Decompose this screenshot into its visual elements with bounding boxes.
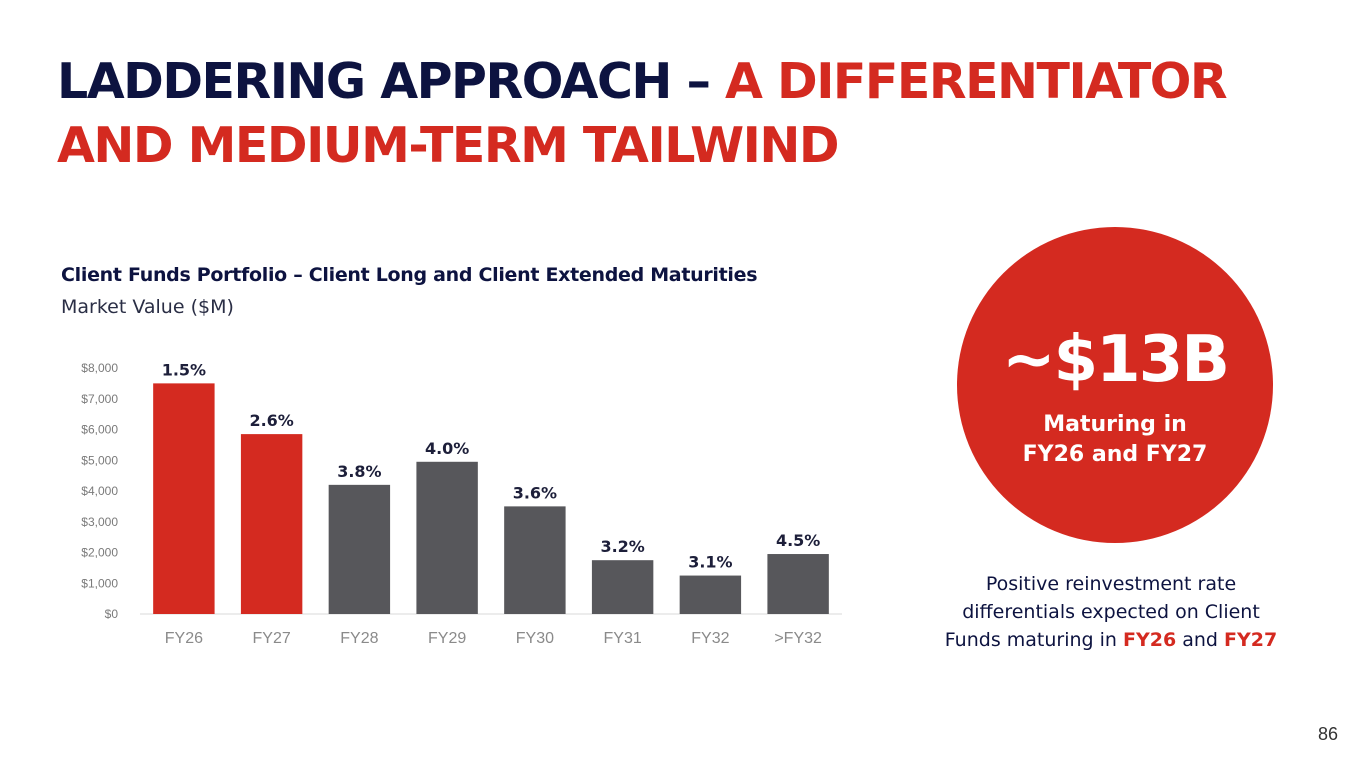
y-tick-label: $1,000 <box>81 576 118 590</box>
x-tick-label: FY28 <box>340 630 378 647</box>
x-tick-label: FY29 <box>428 630 466 647</box>
y-tick-label: $4,000 <box>81 484 118 498</box>
bar <box>328 484 391 614</box>
title-dark-part: LADDERING APPROACH – <box>57 53 726 110</box>
bar <box>504 506 566 614</box>
data-label: 3.8% <box>337 462 381 481</box>
y-tick-label: $8,000 <box>81 361 118 375</box>
maturity-callout-circle: ~$13B Maturing in FY26 and FY27 <box>957 227 1273 543</box>
callout-caption: Maturing in FY26 and FY27 <box>957 410 1273 470</box>
slide-title: LADDERING APPROACH – A DIFFERENTIATOR AN… <box>57 50 1228 178</box>
x-tick-label: FY32 <box>691 630 729 647</box>
bar <box>591 560 654 614</box>
y-tick-label: $0 <box>105 607 119 621</box>
note-text-2: and <box>1176 629 1225 651</box>
reinvestment-note: Positive reinvestment rate differentials… <box>935 570 1287 654</box>
data-label: 2.6% <box>249 411 293 430</box>
x-tick-label: FY30 <box>516 630 554 647</box>
callout-amount: ~$13B <box>1002 323 1230 397</box>
note-highlight-fy27: FY27 <box>1224 629 1278 651</box>
bar <box>767 554 829 614</box>
bar <box>240 434 303 614</box>
note-text-1: Positive reinvestment rate differentials… <box>944 573 1260 651</box>
x-tick-label: FY31 <box>604 630 642 647</box>
data-label: 4.5% <box>776 531 820 550</box>
bar <box>153 383 215 614</box>
x-tick-label: FY26 <box>165 630 203 647</box>
x-tick-label: FY27 <box>253 630 291 647</box>
y-tick-label: $5,000 <box>81 453 118 467</box>
chart-subtitle: Market Value ($M) <box>61 296 234 318</box>
bar <box>679 575 742 614</box>
data-label: 1.5% <box>162 360 206 379</box>
page-number: 86 <box>1318 724 1339 744</box>
y-tick-label: $2,000 <box>81 546 118 560</box>
callout-line-2: FY26 and FY27 <box>1022 442 1208 467</box>
x-tick-label: >FY32 <box>774 630 822 647</box>
y-tick-label: $3,000 <box>81 515 118 529</box>
title-red-part-2: AND MEDIUM-TERM TAILWIND <box>57 117 840 174</box>
chart-title: Client Funds Portfolio – Client Long and… <box>61 264 758 286</box>
note-highlight-fy26: FY26 <box>1123 629 1177 651</box>
title-red-part-1: A DIFFERENTIATOR <box>725 53 1228 110</box>
data-label: 4.0% <box>425 439 469 458</box>
data-label: 3.1% <box>688 553 732 572</box>
y-tick-label: $7,000 <box>81 392 118 406</box>
data-label: 3.6% <box>513 483 557 502</box>
data-label: 3.2% <box>600 537 644 556</box>
callout-line-1: Maturing in <box>1043 412 1187 437</box>
y-tick-label: $6,000 <box>81 423 118 437</box>
bar <box>416 461 478 614</box>
